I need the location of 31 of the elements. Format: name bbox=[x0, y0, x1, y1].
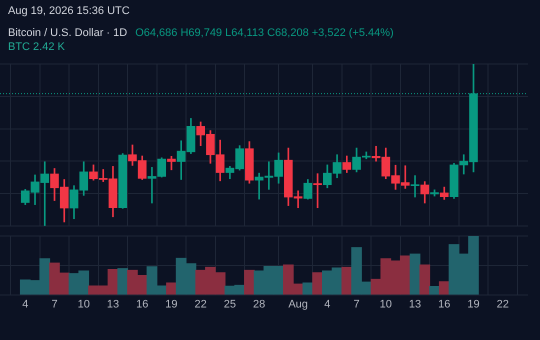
bar bbox=[312, 272, 323, 295]
x-tick-label: 10 bbox=[78, 298, 90, 310]
bar bbox=[419, 264, 430, 295]
bar bbox=[410, 254, 420, 295]
bar bbox=[244, 270, 255, 295]
x-tick-label: 13 bbox=[106, 298, 120, 310]
bar bbox=[302, 282, 314, 295]
x-tick-label: 7 bbox=[354, 298, 360, 310]
x-tick-label: 28 bbox=[253, 298, 266, 310]
x-tick-label: 4 bbox=[324, 298, 330, 310]
x-tick-label: 19 bbox=[467, 298, 480, 310]
x-tick-label: 19 bbox=[165, 298, 178, 310]
x-tick-label: 4 bbox=[22, 298, 28, 310]
x-tick-label: 13 bbox=[408, 298, 422, 310]
chart-title: Bitcoin / U.S. Dollar · 1D bbox=[8, 27, 128, 39]
x-tick-label: Aug bbox=[288, 298, 308, 310]
bar bbox=[429, 286, 440, 295]
x-tick-label: 22 bbox=[194, 298, 207, 310]
x-tick-label: 25 bbox=[224, 298, 236, 310]
candlestick bbox=[167, 156, 176, 170]
bar bbox=[166, 282, 177, 295]
x-tick-label: 7 bbox=[51, 298, 58, 310]
x-tick-label: 16 bbox=[438, 298, 450, 310]
text: Aug 19, 2026 15:36 UTC bbox=[8, 4, 131, 18]
text: BTC 2.42 K bbox=[8, 40, 66, 54]
text: O64,686 H69,749 L64,113 C68,208 +3,522 (+5.44%) bbox=[135, 27, 394, 39]
bar bbox=[117, 268, 128, 295]
x-tick-label: 10 bbox=[380, 298, 392, 310]
x-tick-label: 22 bbox=[496, 298, 509, 310]
x-tick-label: 16 bbox=[136, 298, 148, 310]
candlestick bbox=[410, 175, 420, 198]
